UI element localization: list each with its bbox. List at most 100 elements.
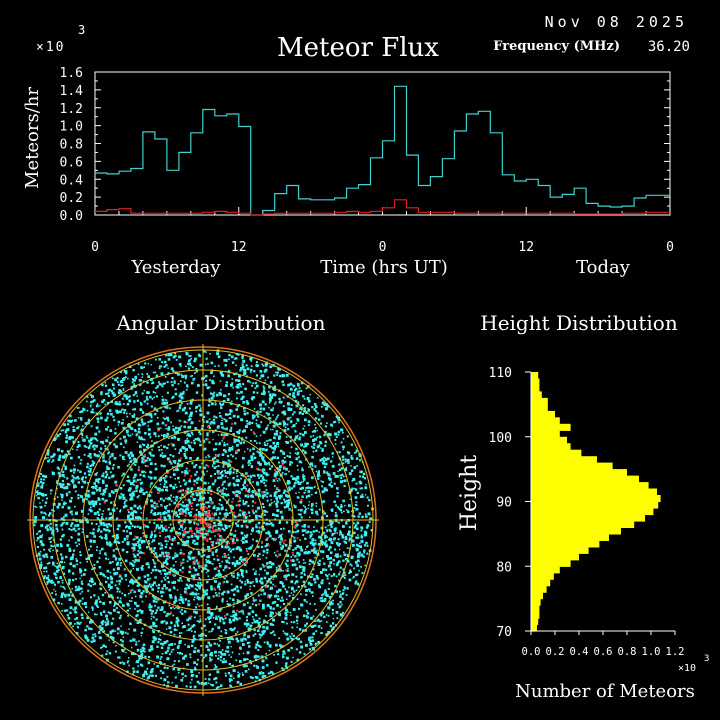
echo-point — [304, 444, 308, 448]
echo-point — [271, 611, 274, 615]
echo-point — [341, 574, 345, 578]
echo-point — [225, 674, 227, 677]
echo-point — [266, 580, 269, 583]
echo-point — [236, 631, 239, 633]
echo-point — [90, 509, 93, 513]
echo-point — [208, 496, 212, 500]
echo-point — [235, 472, 238, 475]
echo-point — [302, 476, 305, 479]
echo-point — [266, 664, 268, 667]
echo-point — [95, 444, 98, 448]
echo-point — [126, 551, 129, 554]
echo-point — [116, 517, 119, 520]
echo-point — [272, 623, 275, 626]
echo-point — [92, 633, 94, 636]
echo-point — [255, 384, 259, 388]
echo-point — [174, 469, 177, 471]
echo-point — [108, 595, 111, 598]
echo-point — [152, 630, 155, 634]
echo-point — [264, 443, 267, 447]
echo-point — [258, 477, 261, 479]
echo-point — [360, 566, 362, 568]
echo-point — [236, 383, 239, 387]
echo-point — [285, 473, 288, 475]
echo-point — [244, 670, 248, 673]
echo-point — [128, 399, 132, 403]
echo-point — [135, 417, 139, 421]
echo-point — [311, 533, 313, 536]
echo-point — [107, 452, 109, 455]
echo-point — [106, 401, 110, 405]
echo-point — [278, 465, 282, 468]
echo-point — [226, 540, 229, 544]
echo-point — [179, 489, 182, 493]
echo-point — [52, 561, 55, 564]
echo-point — [95, 454, 98, 457]
echo-point — [233, 593, 236, 596]
echo-point — [103, 528, 106, 531]
echo-point — [84, 422, 88, 425]
echo-point — [147, 566, 150, 569]
echo-point — [332, 626, 335, 628]
echo-point — [150, 533, 153, 536]
echo-point — [317, 640, 321, 644]
echo-point — [62, 572, 66, 575]
echo-point — [263, 387, 266, 390]
echo-point — [259, 370, 263, 373]
echo-point — [249, 585, 251, 588]
echo-point — [179, 485, 182, 487]
echo-point — [262, 391, 266, 395]
echo-point — [318, 585, 321, 589]
echo-point — [232, 455, 235, 458]
echo-point — [241, 465, 244, 469]
echo-point — [68, 598, 72, 601]
echo-point — [239, 568, 243, 572]
echo-point — [90, 506, 92, 508]
echo-point — [284, 664, 288, 668]
echo-point — [59, 433, 62, 436]
echo-point — [120, 625, 122, 627]
echo-point — [334, 474, 338, 478]
echo-point — [303, 511, 306, 514]
echo-point — [272, 407, 274, 409]
echo-point — [322, 557, 324, 560]
echo-point — [86, 409, 89, 412]
echo-point — [219, 415, 222, 418]
echo-point — [199, 637, 203, 641]
echo-point — [78, 599, 82, 603]
echo-point — [111, 475, 114, 478]
echo-point — [174, 570, 177, 573]
echo-point — [268, 462, 271, 465]
echo-point — [316, 519, 319, 523]
echo-point — [90, 577, 94, 581]
echo-point — [160, 427, 162, 429]
echo-point — [188, 570, 192, 574]
echo-point — [41, 534, 44, 536]
echo-point — [46, 583, 49, 585]
echo-point — [250, 429, 253, 431]
echo-point — [228, 567, 231, 570]
echo-point — [105, 517, 108, 520]
echo-point — [141, 646, 145, 650]
echo-point — [119, 597, 122, 600]
echo-point — [341, 428, 344, 431]
echo-point — [337, 521, 340, 524]
echo-point — [245, 525, 249, 529]
echo-point — [87, 420, 90, 423]
echo-point — [337, 430, 341, 434]
echo-point — [265, 522, 269, 526]
echo-point — [365, 515, 368, 518]
echo-point — [216, 470, 220, 473]
echo-point — [300, 381, 304, 385]
echo-point — [285, 521, 289, 524]
echo-point — [269, 606, 272, 609]
echo-point — [74, 606, 78, 610]
echo-point — [81, 520, 84, 523]
echo-point — [220, 630, 223, 633]
echo-point — [223, 427, 225, 430]
echo-point — [283, 652, 286, 655]
echo-point — [231, 598, 235, 601]
echo-point — [158, 638, 161, 641]
echo-point — [132, 415, 135, 418]
echo-point — [128, 520, 131, 523]
